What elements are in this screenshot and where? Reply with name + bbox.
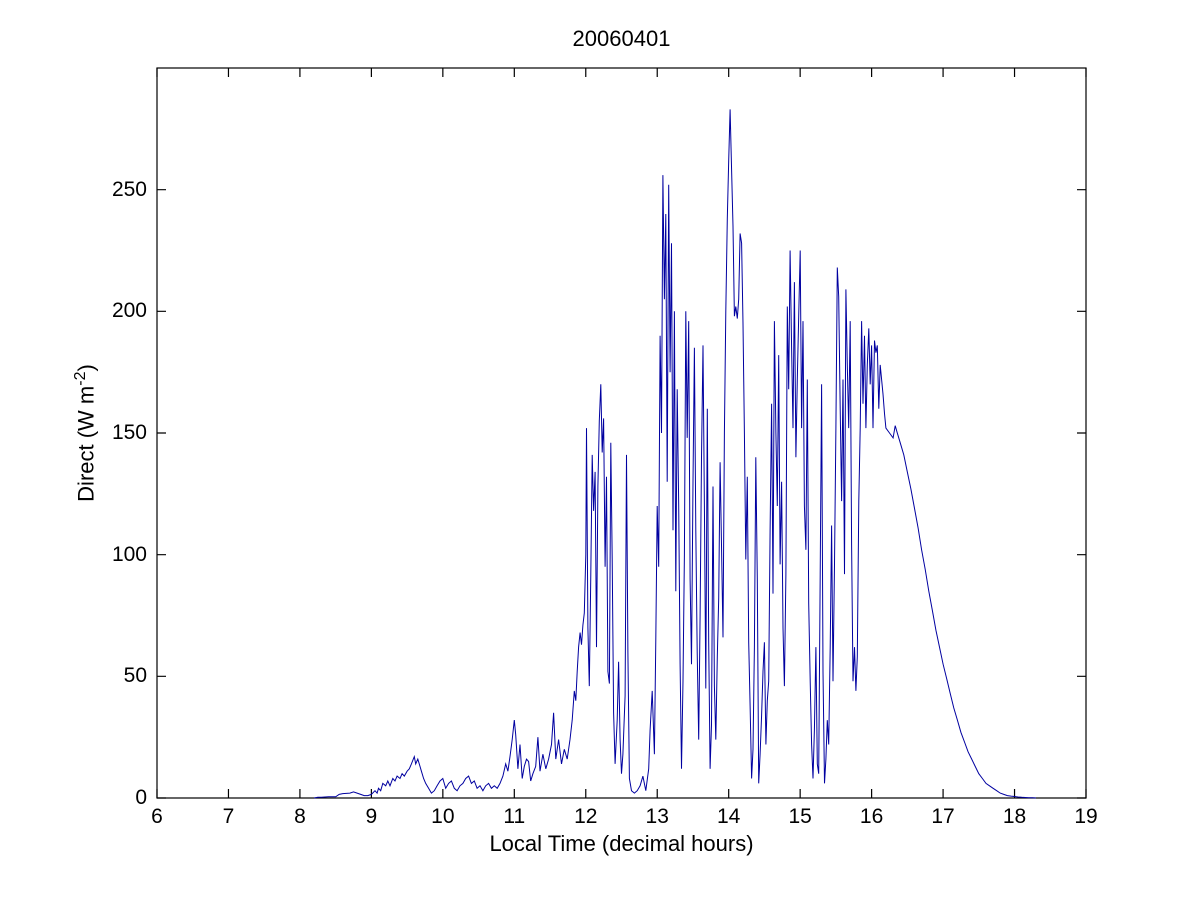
chart-title: 20060401 xyxy=(572,26,671,51)
x-tick-label: 11 xyxy=(503,805,526,828)
y-tick-label: 0 xyxy=(135,786,147,809)
axes-box xyxy=(156,67,1087,799)
y-axis-label-superscript: -2 xyxy=(72,371,89,386)
x-tick-label: 10 xyxy=(431,805,455,828)
x-tick-label: 7 xyxy=(222,805,235,828)
y-tick-label: 250 xyxy=(111,177,147,201)
x-tick-label: 15 xyxy=(788,805,812,828)
y-tick-label: 200 xyxy=(111,299,147,323)
x-tick-label: 6 xyxy=(151,805,163,828)
x-tick-label: 12 xyxy=(574,805,598,828)
x-tick-label: 17 xyxy=(931,805,955,828)
x-tick-label: 8 xyxy=(294,805,306,828)
x-tick-label: 16 xyxy=(859,805,884,828)
x-tick-label: 19 xyxy=(1074,805,1098,828)
y-axis-label-close: ) xyxy=(73,364,99,372)
y-axis-label: Direct (W m-2) xyxy=(72,283,102,583)
y-tick-label: 100 xyxy=(111,542,147,566)
x-tick-label: 14 xyxy=(717,805,741,828)
x-tick-label: 18 xyxy=(1002,805,1027,828)
data-line xyxy=(314,109,1037,799)
x-axis-label: Local Time (decimal hours) xyxy=(489,831,754,856)
y-axis-label-main: Direct (W m xyxy=(73,385,99,502)
tick-marks xyxy=(156,68,1087,799)
x-tick-label: 13 xyxy=(645,805,669,828)
x-tick-label: 9 xyxy=(365,805,378,828)
y-tick-label: 150 xyxy=(111,421,147,444)
y-tick-label: 50 xyxy=(123,664,147,688)
